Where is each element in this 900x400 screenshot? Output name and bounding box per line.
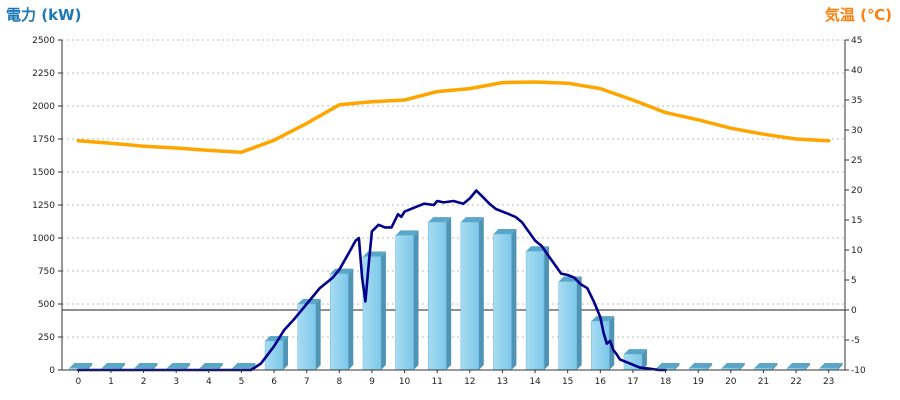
- right-axis-label: 気温 (℃): [824, 6, 892, 24]
- left-tick-label: 1000: [32, 234, 55, 244]
- left-tick-label: 1750: [32, 135, 55, 145]
- x-tick-label: 14: [529, 377, 541, 387]
- x-tick-label: 4: [206, 377, 212, 387]
- right-tick-label: 15: [851, 216, 862, 226]
- bar: [493, 229, 517, 371]
- x-tick-label: 18: [660, 377, 672, 387]
- x-tick-label: 22: [790, 377, 801, 387]
- bar: [558, 276, 582, 371]
- bar-series: [69, 217, 843, 371]
- x-tick-label: 5: [239, 377, 245, 387]
- grid-lines: [62, 39, 845, 338]
- x-tick-label: 12: [464, 377, 475, 387]
- x-tick-label: 20: [725, 377, 737, 387]
- x-tick-label: 11: [431, 377, 442, 387]
- right-tick-label: 30: [851, 126, 863, 136]
- left-tick-label: 500: [38, 300, 55, 310]
- right-tick-label: -10: [851, 366, 866, 376]
- right-tick-label: 25: [851, 156, 862, 166]
- left-tick-label: 2500: [32, 36, 55, 46]
- right-tick-label: 10: [851, 246, 863, 256]
- right-tick-label: 35: [851, 96, 862, 106]
- line-series: [76, 80, 831, 372]
- bar: [754, 363, 778, 371]
- x-tick-label: 16: [595, 377, 607, 387]
- bar: [362, 251, 386, 371]
- left-tick-label: 1250: [32, 201, 55, 211]
- axes: 02505007501000125015001750200022502500-1…: [32, 36, 866, 387]
- x-tick-label: 6: [271, 377, 277, 387]
- right-tick-label: 40: [851, 66, 863, 76]
- bar: [525, 246, 550, 371]
- right-tick-label: 0: [851, 306, 857, 316]
- left-tick-label: 250: [38, 333, 55, 343]
- x-tick-label: 3: [173, 377, 179, 387]
- bar: [721, 363, 745, 371]
- left-tick-label: 0: [49, 366, 55, 376]
- left-tick-label: 2000: [32, 102, 55, 112]
- left-tick-label: 750: [38, 267, 55, 277]
- x-tick-label: 21: [758, 377, 769, 387]
- x-tick-label: 7: [304, 377, 310, 387]
- x-tick-label: 23: [823, 377, 834, 387]
- x-tick-label: 10: [399, 377, 411, 387]
- x-tick-label: 9: [369, 377, 375, 387]
- power-line: [77, 189, 667, 372]
- bar: [688, 363, 713, 371]
- temperature-line: [76, 80, 831, 154]
- bar: [264, 335, 289, 371]
- left-tick-label: 2250: [32, 69, 55, 79]
- right-tick-label: 5: [851, 276, 857, 286]
- bar: [330, 268, 354, 371]
- left-axis-label: 電力 (kW): [6, 6, 82, 24]
- x-tick-label: 15: [562, 377, 573, 387]
- bar: [786, 363, 811, 371]
- x-tick-label: 1: [108, 377, 114, 387]
- x-tick-label: 19: [692, 377, 704, 387]
- bar: [819, 363, 843, 371]
- bar: [427, 217, 452, 371]
- right-tick-label: 45: [851, 36, 862, 46]
- left-tick-label: 1500: [32, 168, 55, 178]
- bar: [395, 230, 419, 371]
- x-tick-label: 17: [627, 377, 638, 387]
- x-tick-label: 0: [75, 377, 81, 387]
- x-tick-label: 2: [141, 377, 147, 387]
- right-tick-label: 20: [851, 186, 863, 196]
- right-tick-label: -5: [851, 336, 860, 346]
- x-tick-label: 13: [497, 377, 508, 387]
- bar: [460, 217, 484, 371]
- x-tick-label: 8: [336, 377, 342, 387]
